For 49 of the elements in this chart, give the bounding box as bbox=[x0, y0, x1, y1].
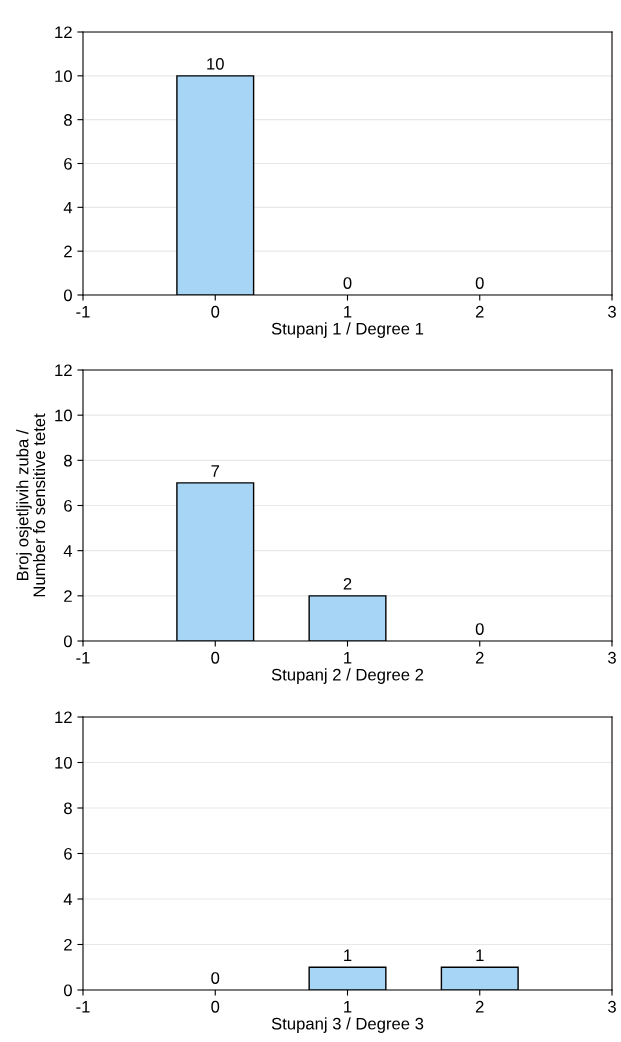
y-tick-label: 6 bbox=[64, 157, 72, 170]
y-tick-label: 12 bbox=[55, 364, 72, 377]
data-label: 1 bbox=[344, 949, 352, 962]
y-tick-label: 12 bbox=[55, 711, 72, 724]
x-tick-label: 3 bbox=[608, 651, 616, 664]
y-tick-label: 6 bbox=[64, 499, 72, 512]
data-label: 0 bbox=[343, 277, 352, 289]
y-tick-label: 4 bbox=[63, 893, 73, 906]
x-tick-label: 1 bbox=[344, 1001, 352, 1013]
data-label: 7 bbox=[211, 465, 220, 477]
x-tick-label: 2 bbox=[475, 1000, 484, 1013]
x-tick-label: 2 bbox=[475, 305, 484, 318]
y-tick-label: 0 bbox=[63, 984, 72, 997]
y-tick-label: 12 bbox=[55, 26, 72, 39]
y-tick-label: 4 bbox=[63, 201, 73, 214]
y-tick-label: 0 bbox=[63, 635, 72, 648]
y-tick-label: 8 bbox=[64, 454, 72, 467]
y-tick-label: 6 bbox=[64, 847, 72, 860]
data-label: 2 bbox=[343, 577, 352, 590]
x-tick-label: 2 bbox=[475, 651, 484, 664]
y-tick-label: 2 bbox=[64, 938, 72, 951]
y-tick-label: 10 bbox=[55, 756, 72, 769]
y-tick-label: 10 bbox=[55, 409, 72, 422]
y-tick-label: 2 bbox=[64, 590, 72, 602]
x-tick-label: 3 bbox=[608, 1000, 616, 1013]
x-tick-label: -1 bbox=[76, 306, 90, 318]
x-tick-label: 1 bbox=[344, 652, 352, 664]
y-tick-label: 10 bbox=[55, 70, 72, 83]
x-tick-label: -1 bbox=[76, 1001, 90, 1013]
y-tick-label: 0 bbox=[63, 289, 72, 302]
data-label: 1 bbox=[476, 949, 484, 962]
data-label: 0 bbox=[475, 623, 484, 635]
x-tick-label: 0 bbox=[211, 651, 220, 664]
x-tick-label: -1 bbox=[76, 652, 90, 664]
x-tick-label: 0 bbox=[211, 305, 220, 318]
data-label: 0 bbox=[211, 972, 220, 984]
y-tick-label: 4 bbox=[63, 545, 73, 557]
x-axis-title: Stupanj 3 / Degree 3 bbox=[271, 1017, 424, 1033]
x-tick-label: 1 bbox=[344, 306, 352, 318]
y-tick-label: 8 bbox=[64, 114, 72, 126]
y-tick-label: 2 bbox=[64, 245, 72, 258]
x-axis-title: Stupanj 1 / Degree 1 bbox=[271, 322, 424, 338]
x-tick-label: 3 bbox=[608, 305, 616, 318]
data-label: 10 bbox=[207, 57, 224, 70]
x-tick-label: 0 bbox=[211, 1000, 220, 1013]
y-tick-label: 8 bbox=[64, 802, 72, 815]
data-label: 0 bbox=[475, 277, 484, 289]
x-axis-title: Stupanj 2 / Degree 2 bbox=[271, 668, 424, 684]
y-axis-title: Broj osjetljivih zuba / Number fo sensitive tetet bbox=[16, 413, 46, 597]
